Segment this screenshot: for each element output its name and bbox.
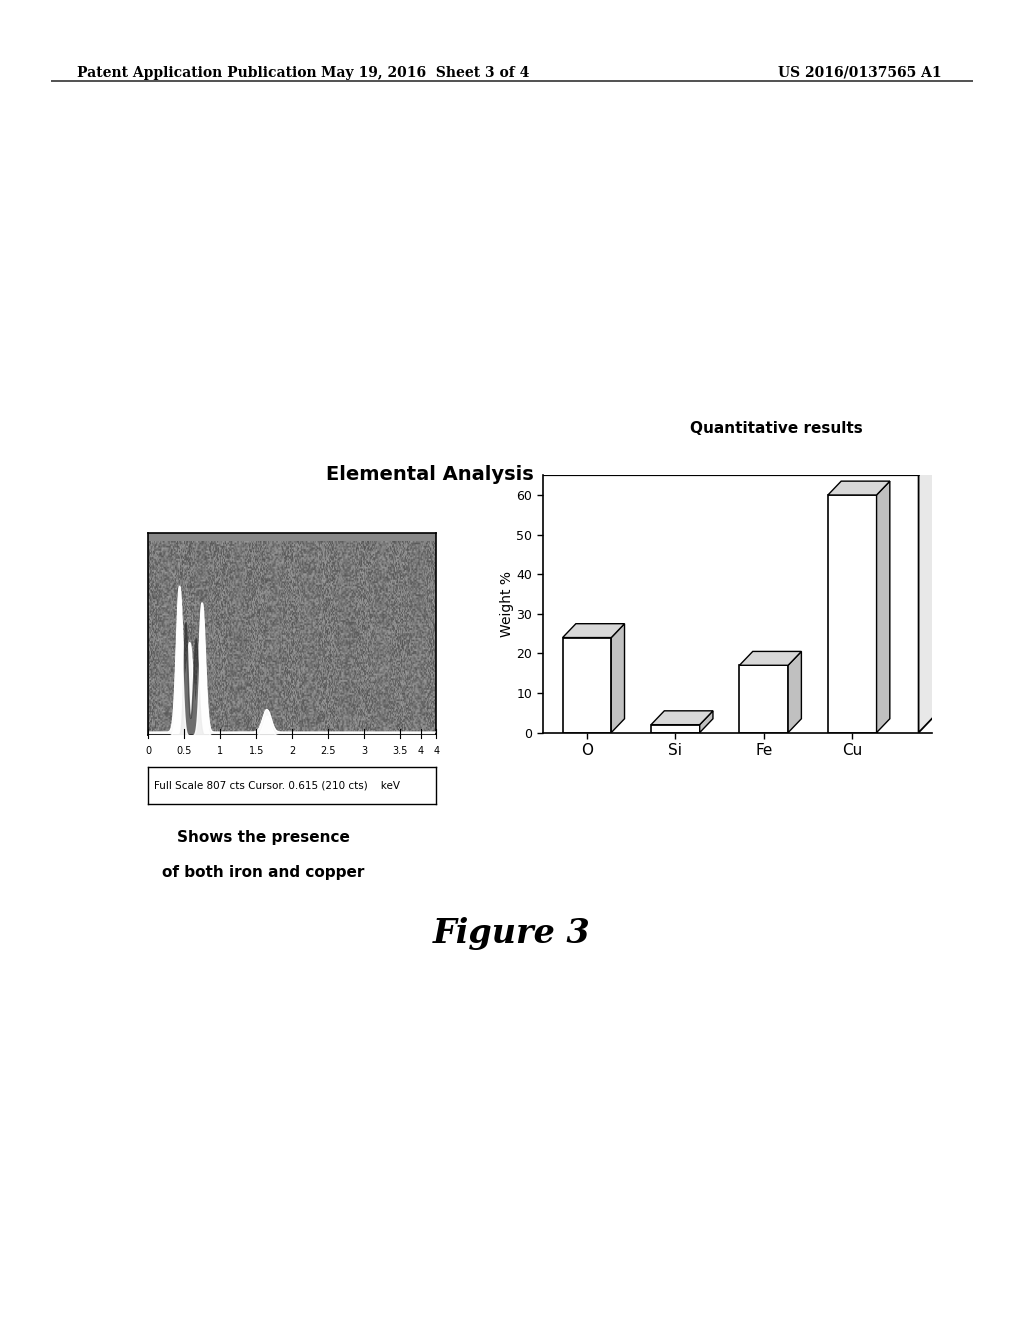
Polygon shape	[543, 433, 958, 475]
Text: 0: 0	[145, 746, 152, 756]
Text: Elemental Analysis: Elemental Analysis	[327, 465, 534, 483]
Text: Shows the presence: Shows the presence	[177, 830, 350, 845]
Text: 2.5: 2.5	[321, 746, 336, 756]
Text: 4: 4	[433, 746, 439, 756]
Text: 1: 1	[217, 746, 223, 756]
Bar	[828, 495, 877, 733]
Bar	[651, 725, 699, 733]
Polygon shape	[651, 710, 713, 725]
Text: Quantitative results: Quantitative results	[690, 421, 862, 436]
Bar	[562, 638, 611, 733]
Text: 4: 4	[418, 746, 424, 756]
Bar	[739, 665, 788, 733]
Text: Full Scale 807 cts Cursor. 0.615 (210 cts)    keV: Full Scale 807 cts Cursor. 0.615 (210 ct…	[155, 780, 400, 791]
Polygon shape	[739, 651, 802, 665]
Polygon shape	[562, 623, 625, 638]
Text: Patent Application Publication: Patent Application Publication	[77, 66, 316, 81]
Text: 3: 3	[361, 746, 368, 756]
Text: 2: 2	[289, 746, 296, 756]
Polygon shape	[699, 710, 713, 733]
Polygon shape	[611, 623, 625, 733]
Text: 3.5: 3.5	[392, 746, 408, 756]
Text: of both iron and copper: of both iron and copper	[163, 865, 365, 879]
Text: 1.5: 1.5	[249, 746, 264, 756]
Text: May 19, 2016  Sheet 3 of 4: May 19, 2016 Sheet 3 of 4	[321, 66, 529, 81]
Polygon shape	[877, 480, 890, 733]
Y-axis label: Weight %: Weight %	[500, 570, 513, 636]
Polygon shape	[828, 480, 890, 495]
Polygon shape	[919, 433, 958, 733]
Text: 0.5: 0.5	[177, 746, 193, 756]
Text: US 2016/0137565 A1: US 2016/0137565 A1	[778, 66, 942, 81]
Polygon shape	[788, 651, 802, 733]
Text: Figure 3: Figure 3	[433, 917, 591, 950]
